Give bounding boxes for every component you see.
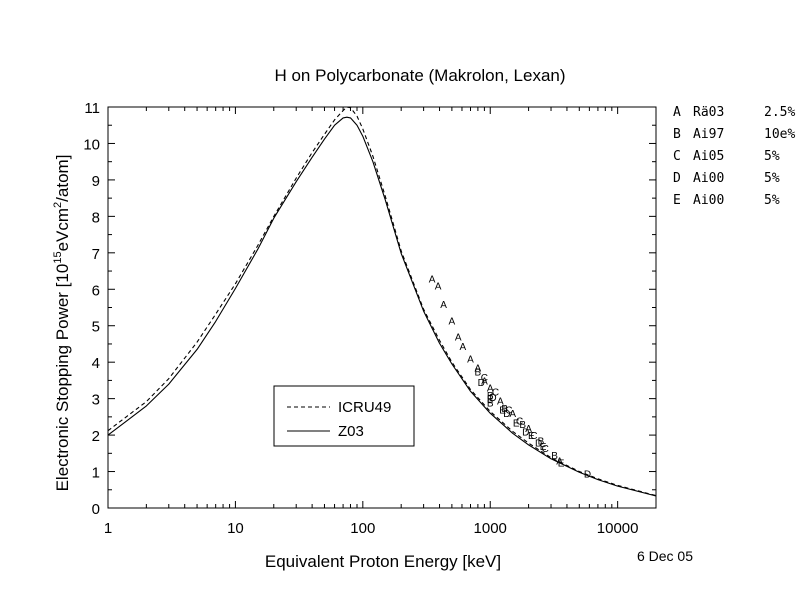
reference-error: 10e% bbox=[764, 127, 795, 142]
y-tick-label: 0 bbox=[92, 501, 100, 518]
data-point-b: B bbox=[551, 451, 558, 462]
reference-source: Rä03 bbox=[693, 105, 724, 120]
reference-source: Ai00 bbox=[693, 171, 724, 186]
y-tick-label: 9 bbox=[92, 173, 100, 190]
reference-source: Ai05 bbox=[693, 149, 724, 164]
data-point-d: D bbox=[584, 469, 591, 480]
reference-letter: D bbox=[673, 171, 681, 186]
legend-z03-label: Z03 bbox=[338, 423, 364, 440]
x-tick-label: 10 bbox=[227, 520, 244, 537]
curves-group bbox=[107, 106, 657, 497]
data-point-c: C bbox=[492, 387, 499, 398]
data-point-e: E bbox=[558, 458, 565, 469]
y-tick-label: 10 bbox=[83, 136, 100, 153]
data-point-c: C bbox=[516, 417, 523, 428]
reference-source: Ai00 bbox=[693, 193, 724, 208]
data-point-b: B bbox=[501, 404, 508, 415]
data-point-b: B bbox=[475, 367, 482, 378]
data-point-a: A bbox=[440, 300, 447, 311]
reference-letter: C bbox=[673, 149, 681, 164]
reference-error: 5% bbox=[764, 193, 780, 208]
legend-box bbox=[273, 385, 415, 447]
data-point-a: A bbox=[475, 364, 482, 375]
data-point-e: E bbox=[540, 442, 547, 453]
y-tick-label: 3 bbox=[92, 392, 100, 409]
y-tick-label: 8 bbox=[92, 209, 100, 226]
y-label-exponent-1: 15 bbox=[52, 251, 64, 263]
data-point-a: A bbox=[525, 424, 532, 435]
y-label-unit-mid: eVcm bbox=[53, 208, 72, 251]
date-label: 6 Dec 05 bbox=[637, 548, 693, 564]
x-tick-label: 1 bbox=[104, 520, 112, 537]
series-line-z03 bbox=[107, 116, 657, 497]
reference-error: 2.5% bbox=[764, 105, 795, 120]
data-point-c: C bbox=[505, 406, 512, 417]
data-point-e: E bbox=[528, 431, 535, 442]
data-point-d: D bbox=[522, 427, 529, 438]
data-point-a: A bbox=[460, 342, 467, 353]
data-point-a: A bbox=[497, 396, 504, 407]
y-label-exponent-2: 2 bbox=[52, 202, 64, 208]
data-point-a: A bbox=[487, 384, 494, 395]
y-tick-label: 11 bbox=[84, 100, 100, 117]
reference-error: 5% bbox=[764, 171, 780, 186]
data-point-b: B bbox=[538, 437, 545, 448]
data-point-e: E bbox=[487, 395, 494, 406]
data-point-e: E bbox=[499, 406, 506, 417]
reference-letter: E bbox=[673, 193, 681, 208]
y-tick-label: 4 bbox=[92, 355, 100, 372]
reference-letter: B bbox=[673, 127, 681, 142]
y-tick-label: 2 bbox=[92, 428, 100, 445]
y-tick-label: 5 bbox=[92, 319, 100, 336]
x-tick-label: 10000 bbox=[597, 520, 639, 537]
data-point-d: D bbox=[478, 378, 485, 389]
data-point-d: D bbox=[535, 438, 542, 449]
x-tick-label: 100 bbox=[350, 520, 375, 537]
plot-frame bbox=[107, 106, 657, 509]
data-point-d: D bbox=[503, 409, 510, 420]
legend-icru49-label: ICRU49 bbox=[338, 399, 391, 416]
y-tick-label: 7 bbox=[92, 246, 100, 263]
data-point-c: C bbox=[530, 431, 537, 442]
data-point-b: B bbox=[487, 398, 494, 409]
reference-source: Ai97 bbox=[693, 127, 724, 142]
reference-table: A Rä03 2.5% B Ai97 10e% C Ai05 5% D Ai00 5% E Ai00 5% bbox=[673, 105, 795, 208]
x-tick-label: 1000 bbox=[474, 520, 507, 537]
data-point-c: C bbox=[481, 373, 488, 384]
reference-letter: A bbox=[673, 105, 681, 120]
y-tick-label: 1 bbox=[92, 465, 100, 482]
data-point-a: A bbox=[556, 457, 563, 468]
reference-error: 5% bbox=[764, 149, 780, 164]
data-point-a: A bbox=[429, 274, 436, 285]
data-point-a: A bbox=[449, 316, 456, 327]
data-point-a: A bbox=[509, 409, 516, 420]
data-point-d: D bbox=[489, 393, 496, 404]
y-axis-label: Electronic Stopping Power [1015eVcm2/ato… bbox=[52, 155, 72, 492]
data-point-a: A bbox=[481, 376, 488, 387]
data-point-a: A bbox=[467, 355, 474, 366]
y-tick-label: 6 bbox=[92, 282, 100, 299]
series-line-icru49 bbox=[107, 106, 657, 497]
data-point-a: A bbox=[455, 333, 462, 344]
y-label-suffix: /atom] bbox=[53, 155, 72, 202]
data-point-e: E bbox=[513, 418, 520, 429]
data-point-c: C bbox=[542, 444, 549, 455]
data-point-b: B bbox=[487, 391, 494, 402]
legend: ICRU49 Z03 bbox=[273, 385, 415, 447]
data-point-a: A bbox=[435, 282, 442, 293]
data-point-b: B bbox=[519, 420, 526, 431]
chart-title: H on Polycarbonate (Makrolon, Lexan) bbox=[274, 66, 565, 85]
y-label-prefix: Electronic Stopping Power [10 bbox=[53, 264, 72, 492]
x-axis-label: Equivalent Proton Energy [keV] bbox=[265, 552, 501, 571]
